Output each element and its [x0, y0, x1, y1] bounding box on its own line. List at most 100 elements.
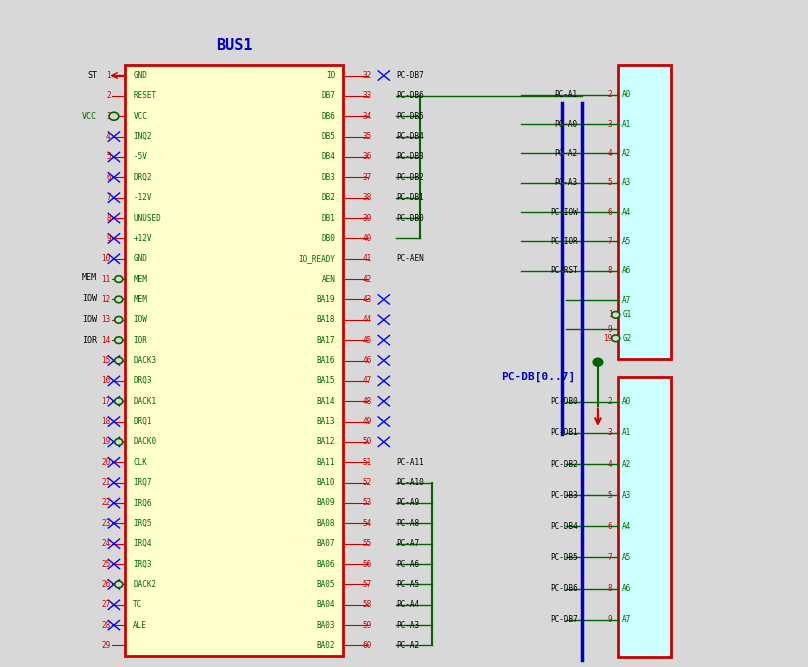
Text: PC-DB1: PC-DB1 — [550, 428, 578, 438]
Text: DB4: DB4 — [322, 153, 335, 161]
Text: 16: 16 — [102, 376, 111, 386]
Text: BA13: BA13 — [317, 417, 335, 426]
Text: G2: G2 — [622, 334, 631, 343]
Text: PC-A3: PC-A3 — [396, 620, 419, 630]
Text: 25: 25 — [102, 560, 111, 568]
Text: MEM: MEM — [133, 275, 147, 283]
Text: 6: 6 — [608, 207, 612, 217]
Text: 45: 45 — [363, 336, 372, 345]
Text: 8: 8 — [106, 213, 111, 223]
Text: 4: 4 — [608, 149, 612, 158]
Text: PC-A2: PC-A2 — [554, 149, 578, 158]
Text: PC-DB3: PC-DB3 — [396, 153, 423, 161]
Text: BA06: BA06 — [317, 560, 335, 568]
Text: PC-DB6: PC-DB6 — [396, 91, 423, 101]
Text: BA05: BA05 — [317, 580, 335, 589]
Text: ST: ST — [87, 71, 97, 80]
Text: PC-A2: PC-A2 — [396, 641, 419, 650]
Text: 48: 48 — [363, 397, 372, 406]
Text: 29: 29 — [102, 641, 111, 650]
Bar — [618, 377, 671, 657]
Text: BA15: BA15 — [317, 376, 335, 386]
Circle shape — [109, 112, 119, 120]
Circle shape — [115, 398, 123, 405]
Circle shape — [115, 275, 123, 282]
Text: -5V: -5V — [133, 153, 147, 161]
Text: IOW: IOW — [82, 293, 97, 303]
Text: UNUSED: UNUSED — [133, 213, 161, 223]
Text: IOR: IOR — [133, 336, 147, 345]
Text: A2: A2 — [622, 460, 631, 468]
Text: 60: 60 — [363, 641, 372, 650]
Text: 1: 1 — [106, 71, 111, 80]
Text: BA09: BA09 — [317, 498, 335, 508]
Text: BUS1: BUS1 — [216, 39, 253, 53]
Text: GND: GND — [133, 254, 147, 263]
Text: A0: A0 — [622, 398, 631, 406]
Text: BA18: BA18 — [317, 315, 335, 324]
Text: A1: A1 — [622, 119, 631, 129]
Text: 5: 5 — [608, 491, 612, 500]
Text: 3: 3 — [608, 428, 612, 438]
Text: PC-DB[0..7]: PC-DB[0..7] — [501, 372, 575, 382]
Text: VCC: VCC — [133, 112, 147, 121]
Text: 23: 23 — [102, 519, 111, 528]
Text: 14: 14 — [102, 336, 111, 345]
Text: AEN: AEN — [322, 275, 335, 283]
Text: BA03: BA03 — [317, 620, 335, 630]
Text: A5: A5 — [622, 237, 631, 246]
Text: -12V: -12V — [133, 193, 152, 202]
Text: 2: 2 — [608, 90, 612, 99]
Text: DRQ3: DRQ3 — [133, 376, 152, 386]
Text: 50: 50 — [363, 438, 372, 446]
Text: 4: 4 — [608, 460, 612, 468]
Text: +12V: +12V — [133, 234, 152, 243]
Text: PC-IOW: PC-IOW — [550, 207, 578, 217]
Text: 18: 18 — [102, 417, 111, 426]
Text: TC: TC — [133, 600, 142, 609]
Circle shape — [115, 296, 123, 303]
Text: 2: 2 — [608, 398, 612, 406]
Text: PC-A5: PC-A5 — [396, 580, 419, 589]
Text: PC-A11: PC-A11 — [396, 458, 423, 467]
Text: 47: 47 — [363, 376, 372, 386]
Text: 1: 1 — [608, 310, 612, 319]
Text: 3: 3 — [106, 112, 111, 121]
Text: 9: 9 — [608, 325, 612, 334]
Text: CLK: CLK — [133, 458, 147, 467]
Text: DRQ2: DRQ2 — [133, 173, 152, 182]
Text: 49: 49 — [363, 417, 372, 426]
Circle shape — [115, 439, 123, 446]
Text: PC-DB4: PC-DB4 — [550, 522, 578, 531]
Text: PC-RST: PC-RST — [550, 266, 578, 275]
Text: 35: 35 — [363, 132, 372, 141]
Text: 33: 33 — [363, 91, 372, 101]
Text: A0: A0 — [622, 90, 631, 99]
Text: 10: 10 — [102, 254, 111, 263]
Text: 57: 57 — [363, 580, 372, 589]
Circle shape — [593, 358, 603, 366]
Text: GND: GND — [133, 71, 147, 80]
Text: PC-DB3: PC-DB3 — [550, 491, 578, 500]
Text: 20: 20 — [102, 458, 111, 467]
Text: BA07: BA07 — [317, 539, 335, 548]
Text: 9: 9 — [106, 234, 111, 243]
Text: 53: 53 — [363, 498, 372, 508]
Text: 34: 34 — [363, 112, 372, 121]
Text: PC-DB7: PC-DB7 — [550, 615, 578, 624]
Text: VCC: VCC — [82, 112, 97, 121]
Text: DB5: DB5 — [322, 132, 335, 141]
Text: PC-A0: PC-A0 — [554, 119, 578, 129]
Bar — [125, 65, 343, 656]
Text: 28: 28 — [102, 620, 111, 630]
Text: PC-DB4: PC-DB4 — [396, 132, 423, 141]
Text: DB7: DB7 — [322, 91, 335, 101]
Text: PC-AEN: PC-AEN — [396, 254, 423, 263]
Text: BA08: BA08 — [317, 519, 335, 528]
Text: PC-DB2: PC-DB2 — [550, 460, 578, 468]
Text: 3: 3 — [608, 119, 612, 129]
Text: 58: 58 — [363, 600, 372, 609]
Text: 5: 5 — [106, 153, 111, 161]
Text: A3: A3 — [622, 491, 631, 500]
Text: 55: 55 — [363, 539, 372, 548]
